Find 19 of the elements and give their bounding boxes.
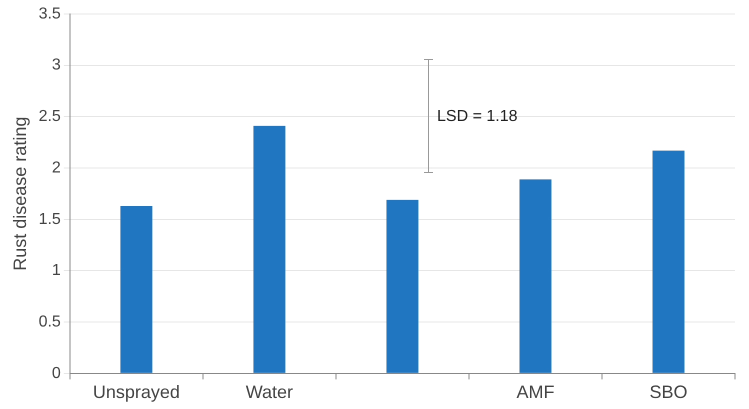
bar [253,126,286,373]
bar [386,200,418,373]
y-tick-label: 2 [52,159,61,176]
y-tick-label: 1 [52,262,61,280]
x-tick-label: SBO [649,382,688,402]
y-tick-label: 1.5 [38,210,61,228]
x-tick-label: Water [246,382,294,402]
y-tick-label: 3 [52,56,61,74]
bar [519,179,552,373]
bar [120,206,152,373]
y-tick-label: 0 [52,364,61,382]
y-tick-label: 0.5 [38,313,61,330]
bar [652,150,684,373]
y-axis-title: Rust disease rating [10,116,30,271]
y-tick-label: 2.5 [38,108,61,126]
x-tick-label: AMF [516,382,554,402]
y-tick-label: 3.5 [38,5,61,22]
x-tick-label: Unsprayed [92,382,180,402]
annotation: LSD = 1.18 [437,108,518,125]
